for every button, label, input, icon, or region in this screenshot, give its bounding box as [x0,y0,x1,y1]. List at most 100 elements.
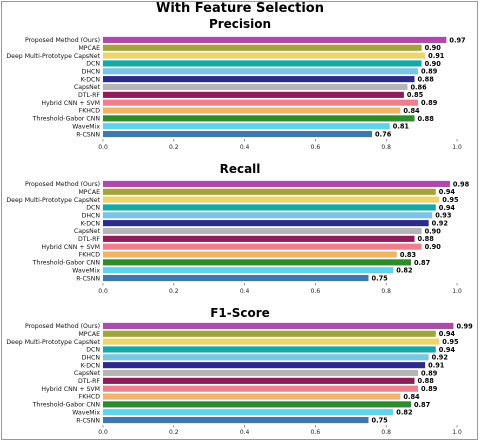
precision-bar-capsnet [103,83,408,91]
precision-x-tick-label: 0.4 [240,144,250,151]
recall-category-label: DTL-RF [78,236,100,243]
recall-bar-proposed-method-ours [103,180,450,187]
recall-category-label: Threshold-Gabor CNN [32,260,101,267]
recall-category-label: DCN [86,205,100,212]
recall-value-label: 0.75 [372,274,389,282]
precision-category-label: CapsNet [74,84,101,91]
f1-score-category-label: FKHCD [79,394,101,401]
f1-score-x-tick-label: 1.0 [452,429,462,436]
f1-score-bar-wavemix [103,409,394,416]
f1-score-x-tick-label: 0.8 [381,429,391,436]
precision-bar-dcn [103,60,422,67]
f1-score-value-label: 0.92 [432,354,449,362]
precision-bar-dtl-rf [103,91,404,98]
recall-category-label: FKHCD [79,252,101,259]
recall-category-label: Deep Multi-Prototype CapsNet [6,197,100,204]
f1-score-value-label: 0.94 [439,330,456,338]
f1-score-category-label: Threshold-Gabor CNN [32,402,101,409]
f1-score-value-label: 0.95 [442,338,459,346]
precision-bar-threshold-gabor-cnn [103,115,415,122]
recall-category-label: R-CSNN [76,275,100,282]
precision-bar-r-csnn [103,131,373,138]
f1-score-bar-k-dcn [103,362,426,369]
precision-category-label: K-DCN [81,76,101,83]
recall-bar-fkhcd [103,251,397,258]
recall-bar-capsnet [103,227,422,235]
recall-value-label: 0.90 [425,243,442,251]
f1-score-value-label: 0.99 [456,322,473,330]
f1-score-bar-dhcn [103,354,429,361]
recall-x-tick-label: 0.8 [381,288,391,295]
recall-value-label: 0.83 [400,251,417,259]
precision-x-tick-label: 0.0 [98,144,108,151]
f1-score-category-label: Proposed Method (Ours) [25,323,100,330]
precision-x-tick-label: 1.0 [452,144,462,151]
recall-value-label: 0.87 [414,259,431,267]
f1-score-category-label: CapsNet [74,370,101,377]
f1-score-category-label: Hybrid CNN + SVM [41,386,100,393]
precision-value-label: 0.91 [428,52,445,60]
precision-category-label: DCN [86,61,100,68]
recall-value-label: 0.92 [432,220,449,228]
precision-value-label: 0.88 [418,76,435,84]
precision-x-tick-label: 0.2 [169,144,179,151]
precision-x-tick-label: 0.8 [381,144,391,151]
precision-value-label: 0.81 [393,123,410,131]
precision-bar-proposed-method-ours [103,36,447,43]
precision-category-label: DTL-RF [78,92,100,99]
f1-score-category-label: K-DCN [81,362,101,369]
recall-bar-wavemix [103,267,394,274]
f1-score-bar-proposed-method-ours [103,322,454,329]
f1-score-bar-threshold-gabor-cnn [103,401,411,408]
precision-bar-fkhcd [103,107,401,114]
f1-score-value-label: 0.94 [439,346,456,354]
recall-bar-dtl-rf [103,235,415,242]
recall-category-label: MPCAE [78,189,100,196]
recall-value-label: 0.94 [439,204,456,212]
recall-category-label: K-DCN [81,220,101,227]
precision-value-label: 0.76 [375,130,392,138]
recall-category-label: WaveMix [72,267,100,274]
precision-category-label: Deep Multi-Prototype CapsNet [6,53,100,60]
recall-bar-threshold-gabor-cnn [103,259,411,266]
precision-bar-dhcn [103,68,419,75]
recall-bar-r-csnn [103,275,369,282]
precision-value-label: 0.97 [449,36,466,44]
f1-score-bar-mpcae [103,330,436,337]
f1-score-value-label: 0.88 [418,377,435,385]
f1-score-x-tick-label: 0.4 [240,429,250,436]
precision-value-label: 0.86 [410,83,427,91]
recall-x-tick-label: 0.4 [240,288,250,295]
recall-bar-k-dcn [103,220,429,227]
recall-value-label: 0.95 [442,196,459,204]
f1-score-bar-dtl-rf [103,377,415,384]
precision-value-label: 0.90 [425,44,442,52]
f1-score-category-label: R-CSNN [76,417,100,424]
recall-value-label: 0.98 [453,180,470,188]
f1-score-x-tick-label: 0.6 [311,429,321,436]
precision-bar-k-dcn [103,76,415,83]
f1-score-bar-dcn [103,346,436,353]
f1-score-panel-title: F1-Score [210,306,270,320]
precision-value-label: 0.89 [421,99,438,107]
recall-bar-dhcn [103,212,433,219]
f1-score-bar-fkhcd [103,393,401,400]
precision-category-label: R-CSNN [76,131,100,138]
f1-score-value-label: 0.89 [421,369,438,377]
precision-bar-deep-multi-prototype-capsnet [103,52,426,59]
precision-value-label: 0.85 [407,91,424,99]
precision-bar-hybrid-cnn-svm [103,99,419,106]
f1-score-category-label: DHCN [82,355,101,362]
recall-bar-hybrid-cnn-svm [103,243,422,250]
f1-score-value-label: 0.91 [428,362,445,370]
recall-value-label: 0.82 [396,267,413,275]
recall-bar-deep-multi-prototype-capsnet [103,196,440,203]
precision-category-label: DHCN [82,69,101,76]
precision-bar-wavemix [103,123,390,130]
f1-score-category-label: Deep Multi-Prototype CapsNet [6,339,100,346]
f1-score-category-label: DCN [86,347,100,354]
f1-score-value-label: 0.87 [414,401,431,409]
f1-score-x-tick-label: 0.2 [169,429,179,436]
precision-category-label: Hybrid CNN + SVM [41,100,100,107]
